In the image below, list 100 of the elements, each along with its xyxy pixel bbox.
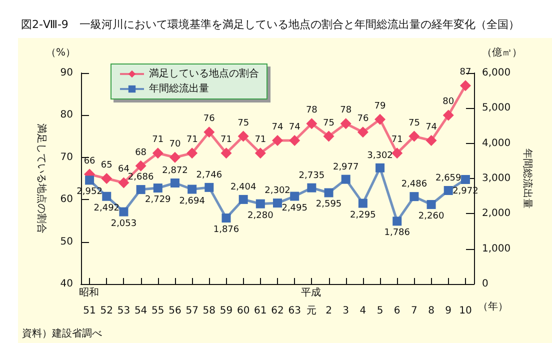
point [306,118,318,130]
data-label: 64 [118,164,130,175]
data-label: 2,404 [230,182,256,192]
text: 資料）建設省調べ [22,328,102,340]
point [341,174,350,184]
y2-tick-label: 4,000 [482,138,511,149]
x-tick-label: 2 [326,306,332,316]
data-label: 71 [152,135,164,146]
data-label: 79 [374,101,386,112]
x-tick-label: 58 [202,306,216,316]
data-label: 1,876 [213,225,240,236]
text: （億㎥） [482,46,522,58]
point [222,214,231,223]
y2-tick-label: 5,000 [482,102,511,114]
point [119,207,128,216]
x-tick-label: 55 [152,306,164,316]
y2-axis-title: 年間総流出量 [522,148,534,208]
point [460,80,471,92]
point [442,110,454,121]
point [307,183,316,192]
point [254,148,266,159]
point [376,163,385,172]
text: 昭和 [79,286,99,298]
text: （%） [46,48,76,58]
point [410,192,419,202]
x-tick-label: 8 [428,306,434,316]
data-label: 78 [340,106,352,116]
y-tick-label: 90 [60,68,73,78]
data-label: 2,977 [332,162,359,172]
legend-label: 満足している地点の割合 [149,68,259,80]
chart-title: 図2-Ⅷ-9 一級河川において環境基準を満足している地点の割合と年間総流出量の経年変化（全国） [21,18,520,31]
data-label: 2,053 [110,218,137,229]
data-label: 3,302 [367,150,393,161]
x-tick-label: 60 [236,306,250,316]
data-label: 1,786 [384,228,410,238]
y2-tick-label: 1,000 [482,243,511,254]
x-tick-label: 3 [342,306,350,316]
data-label: 2,595 [316,200,342,210]
data-label: 71 [186,135,198,146]
text: （年） [478,300,508,312]
x-tick-label: 5 [376,306,384,316]
point [102,192,112,201]
point [188,184,197,194]
y-tick-label: 40 [60,278,73,290]
y-tick-label: 70 [60,152,73,163]
x-tick-label: 62 [271,306,284,316]
point [204,182,214,192]
data-label: 2,694 [179,196,206,206]
point [357,126,368,138]
data-label: 2,486 [401,180,428,190]
point [238,130,249,142]
point [392,216,402,226]
x-tick-label: 元 [306,306,317,316]
point [408,130,420,142]
point [392,148,403,159]
data-label: 87 [460,68,472,78]
point [204,126,215,138]
point [186,148,198,159]
data-label: 2,492 [94,203,120,214]
point [118,177,130,188]
point [426,135,437,146]
point [136,185,146,194]
point [426,200,436,210]
data-label: 2,872 [162,166,188,176]
x-tick-label: 6 [394,306,400,316]
data-label: 71 [254,135,266,146]
y-axis-title: 満足している地点の割合 [36,124,48,234]
x-tick-label: 52 [100,306,113,316]
point [153,184,162,193]
point [340,118,352,130]
y-tick-label: 50 [60,236,73,248]
data-label: 75 [323,118,334,128]
data-label: 76 [357,114,369,124]
data-label: 74 [426,122,438,133]
point [290,192,300,201]
point [460,174,470,184]
y2-tick-label: 3,000 [482,173,511,184]
data-label: 74 [272,122,284,133]
point [238,194,248,204]
y2-tick-label: 6,000 [482,68,511,78]
data-label: 65 [100,160,112,170]
data-label: 78 [306,106,318,116]
point [273,198,282,208]
data-label: 80 [442,97,454,108]
point [358,198,368,208]
data-label: 75 [408,118,420,128]
point [324,188,334,198]
data-label: 74 [288,122,301,133]
point [170,178,180,188]
text: 平成 [301,286,322,298]
data-label: 2,746 [196,170,222,180]
legend-label: 年間総流出量 [149,82,209,94]
point [256,199,265,208]
y-tick-label: 80 [60,110,73,121]
x-tick-label: 51 [83,306,96,316]
point [374,114,386,125]
data-label: 68 [135,148,147,158]
data-label: 2,280 [248,210,274,221]
data-label: 2,302 [264,186,290,196]
data-label: 2,495 [282,203,308,214]
